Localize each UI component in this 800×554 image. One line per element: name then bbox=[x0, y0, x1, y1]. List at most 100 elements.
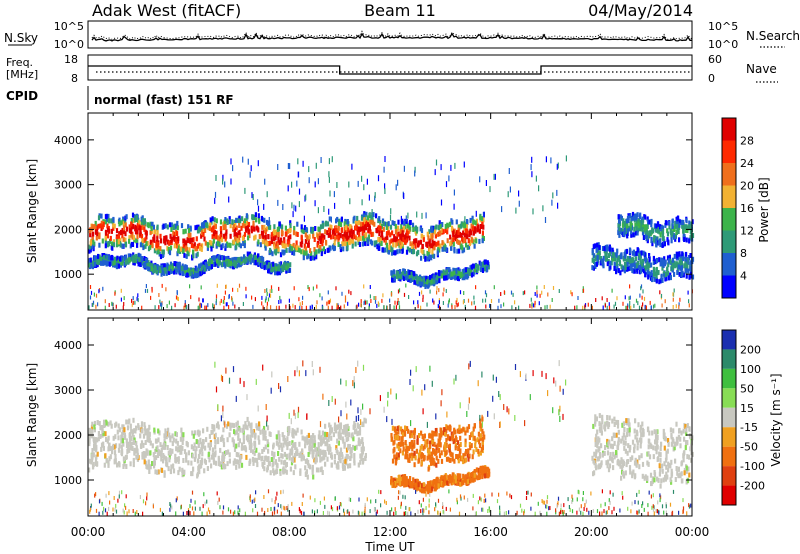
echo-cell bbox=[634, 230, 638, 236]
echo-cell bbox=[377, 245, 380, 251]
echo-cell bbox=[626, 223, 629, 229]
echo-cell bbox=[385, 242, 388, 248]
echo-cell bbox=[596, 255, 599, 261]
echo-cell bbox=[664, 222, 667, 228]
echo-cell bbox=[680, 272, 683, 278]
near-range-cell bbox=[111, 301, 113, 306]
echo-cell bbox=[192, 433, 195, 439]
echo-cell bbox=[225, 229, 228, 235]
echo-cell bbox=[138, 257, 141, 263]
power-echoes bbox=[88, 155, 695, 310]
sparse-cell bbox=[282, 204, 284, 210]
echo-cell bbox=[177, 458, 180, 464]
echo-cell bbox=[306, 474, 309, 480]
echo-cell bbox=[446, 229, 449, 235]
echo-cell bbox=[346, 227, 349, 233]
near-range-cell bbox=[266, 288, 268, 293]
near-range-cell bbox=[442, 292, 444, 297]
echo-cell bbox=[120, 220, 123, 226]
sparse-cell bbox=[551, 199, 553, 206]
echo-cell bbox=[235, 443, 238, 449]
near-range-cell bbox=[534, 300, 536, 305]
echo-cell bbox=[130, 435, 133, 441]
echo-cell bbox=[130, 441, 133, 447]
echo-cell bbox=[148, 469, 151, 474]
echo-cell bbox=[691, 219, 694, 225]
echo-cell bbox=[185, 246, 189, 252]
echo-cell bbox=[343, 221, 346, 227]
echo-cell bbox=[604, 244, 607, 250]
echo-cell bbox=[359, 226, 362, 232]
near-range-cell bbox=[200, 303, 202, 308]
sparse-cell bbox=[405, 215, 407, 222]
echo-cell bbox=[144, 221, 147, 227]
near-range-cell bbox=[606, 305, 608, 310]
echo-cell bbox=[114, 422, 117, 428]
echo-cell bbox=[151, 221, 154, 227]
echo-cell bbox=[311, 464, 314, 470]
echo-cell bbox=[388, 244, 391, 250]
near-range-cell bbox=[664, 299, 666, 304]
echo-cell bbox=[171, 265, 174, 271]
near-range-cell bbox=[678, 304, 680, 309]
echo-cell bbox=[187, 272, 190, 278]
echo-cell bbox=[133, 428, 136, 434]
cpid-label: CPID bbox=[6, 89, 38, 103]
echo-cell bbox=[289, 466, 292, 472]
echo-cell bbox=[104, 422, 107, 428]
echo-cell bbox=[182, 432, 185, 438]
echo-cell bbox=[447, 273, 450, 279]
echo-cell bbox=[148, 464, 151, 470]
near-range-cell bbox=[652, 304, 655, 309]
echo-cell bbox=[168, 269, 171, 275]
echo-cell bbox=[171, 433, 174, 439]
echo-cell bbox=[210, 240, 213, 246]
echo-cell bbox=[244, 226, 248, 232]
echo-cell bbox=[602, 263, 605, 269]
echo-cell bbox=[141, 238, 144, 244]
echo-cell bbox=[656, 221, 660, 227]
echo-cell bbox=[268, 461, 271, 467]
near-range-cell bbox=[337, 305, 339, 310]
near-range-cell bbox=[641, 295, 643, 300]
echo-cell bbox=[168, 240, 171, 246]
echo-cell bbox=[273, 241, 276, 247]
echo-cell bbox=[623, 222, 626, 228]
echo-cell bbox=[161, 444, 164, 450]
echo-cell bbox=[239, 458, 242, 464]
near-range-cell bbox=[546, 304, 548, 309]
echo-cell bbox=[233, 227, 236, 233]
near-range-cell bbox=[644, 304, 646, 309]
echo-cell bbox=[251, 214, 254, 220]
colorbar-swatch bbox=[722, 140, 736, 163]
near-range-cell bbox=[675, 304, 677, 309]
echo-cell bbox=[422, 237, 425, 243]
echo-cell bbox=[140, 216, 143, 222]
echo-cell bbox=[157, 469, 160, 475]
echo-cell bbox=[661, 265, 664, 271]
echo-cell bbox=[428, 278, 431, 284]
echo-cell bbox=[428, 433, 431, 439]
echo-cell bbox=[483, 259, 486, 265]
echo-cell bbox=[193, 242, 196, 248]
echo-cell bbox=[202, 232, 205, 237]
echo-cell bbox=[482, 261, 485, 267]
echo-cell bbox=[235, 217, 238, 223]
echo-cell bbox=[170, 227, 173, 232]
near-range-cell bbox=[421, 290, 423, 295]
echo-cell bbox=[435, 275, 438, 281]
sparse-cell bbox=[384, 188, 386, 194]
echo-cell bbox=[650, 270, 653, 276]
sparse-cell bbox=[244, 187, 246, 194]
echo-cell bbox=[327, 227, 331, 233]
echo-cell bbox=[428, 254, 431, 260]
echo-cell bbox=[172, 468, 176, 474]
near-range-cell bbox=[198, 297, 200, 302]
echo-cell bbox=[318, 449, 321, 455]
echo-cell bbox=[278, 270, 281, 275]
echo-cell bbox=[169, 233, 172, 239]
echo-cell bbox=[275, 440, 278, 446]
echo-cell bbox=[234, 223, 237, 228]
echo-cell bbox=[314, 226, 317, 231]
